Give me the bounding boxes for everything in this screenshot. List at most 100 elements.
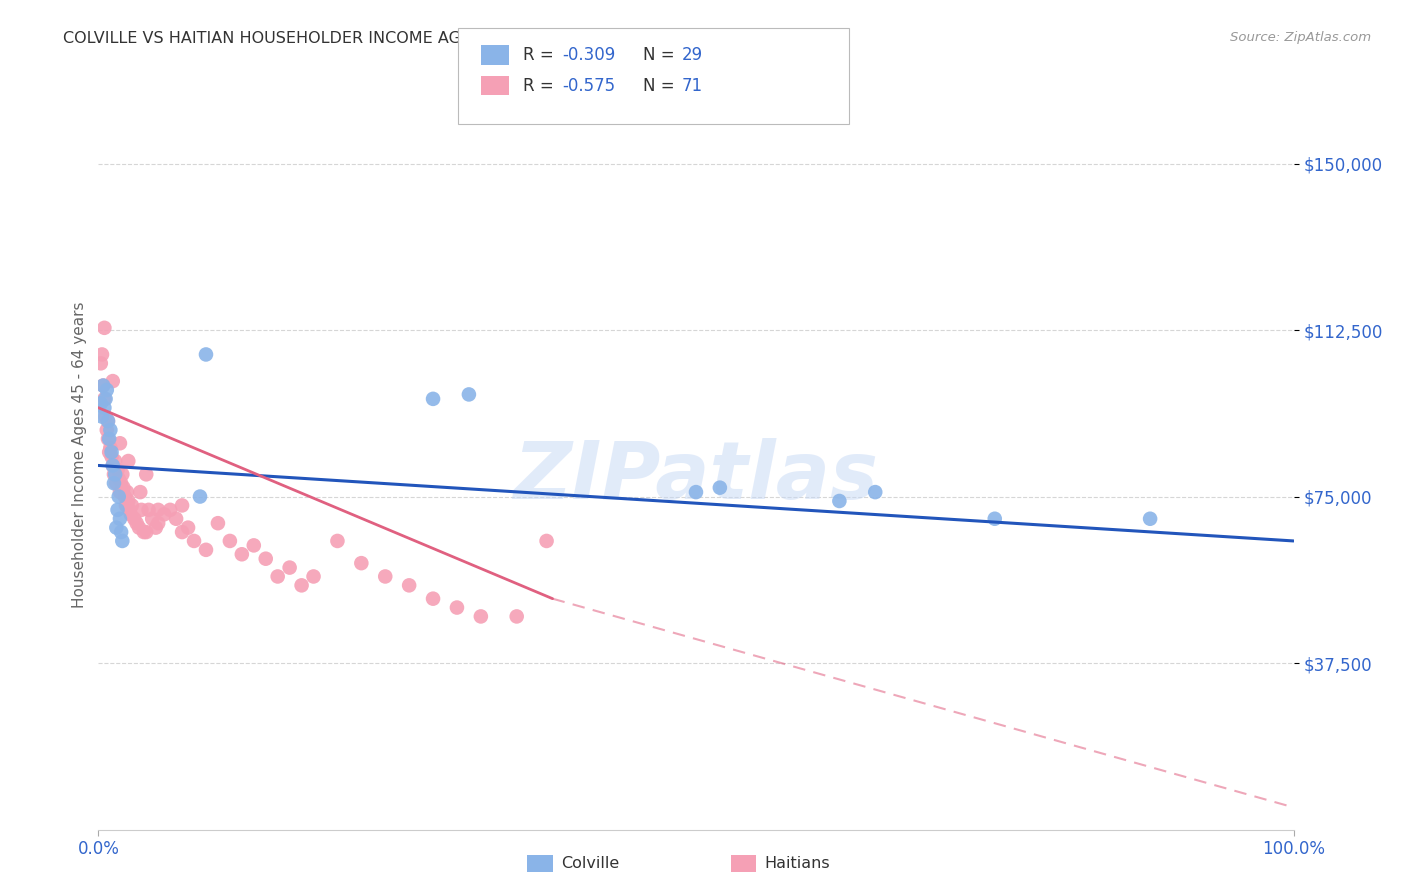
Point — [97, 432, 120, 446]
Point — [105, 521, 128, 535]
Point — [100, 445, 122, 459]
Point — [536, 533, 558, 548]
Point — [117, 494, 139, 508]
Point — [254, 551, 277, 566]
Point — [195, 542, 218, 557]
Point — [111, 533, 134, 548]
Point — [90, 356, 112, 370]
Point — [110, 476, 132, 491]
Point — [124, 512, 146, 526]
Point — [148, 516, 170, 531]
Point — [278, 560, 301, 574]
Text: Haitians: Haitians — [765, 856, 831, 871]
Point — [709, 481, 731, 495]
Point — [115, 485, 138, 500]
Text: Colville: Colville — [561, 856, 619, 871]
Point — [97, 414, 120, 428]
Point — [112, 481, 135, 495]
Point — [984, 512, 1007, 526]
Point — [111, 467, 134, 482]
Point — [107, 503, 129, 517]
Point — [108, 485, 131, 500]
Point — [108, 436, 131, 450]
Text: COLVILLE VS HAITIAN HOUSEHOLDER INCOME AGES 45 - 64 YEARS CORRELATION CHART: COLVILLE VS HAITIAN HOUSEHOLDER INCOME A… — [63, 31, 779, 46]
Point — [207, 516, 229, 531]
Point — [100, 450, 122, 464]
Point — [145, 521, 167, 535]
Point — [101, 458, 124, 473]
Point — [108, 512, 131, 526]
Point — [110, 524, 132, 539]
Point — [159, 503, 181, 517]
Point — [132, 524, 155, 539]
Point — [183, 533, 205, 548]
Point — [90, 396, 112, 410]
Point — [685, 485, 707, 500]
Point — [267, 569, 290, 583]
Point — [195, 347, 218, 361]
Point — [131, 503, 153, 517]
Point — [93, 392, 115, 406]
Point — [135, 524, 157, 539]
Point — [153, 508, 176, 522]
Point — [422, 392, 444, 406]
Point — [172, 499, 194, 513]
Text: Source: ZipAtlas.com: Source: ZipAtlas.com — [1230, 31, 1371, 45]
Point — [91, 378, 114, 392]
Point — [94, 409, 117, 424]
Point — [374, 569, 396, 583]
Point — [101, 458, 124, 473]
Text: -0.309: -0.309 — [562, 46, 616, 64]
Point — [94, 392, 117, 406]
Point — [96, 383, 118, 397]
Point — [91, 378, 114, 392]
Point — [138, 503, 160, 517]
Point — [350, 556, 373, 570]
Point — [103, 467, 125, 482]
Point — [231, 547, 253, 561]
Point — [141, 512, 163, 526]
Point — [129, 485, 152, 500]
Text: 29: 29 — [682, 46, 703, 64]
Text: R =: R = — [523, 77, 560, 95]
Point — [165, 512, 187, 526]
Point — [125, 516, 148, 531]
Point — [107, 472, 129, 486]
Point — [105, 476, 128, 491]
Text: 71: 71 — [682, 77, 703, 95]
Point — [1139, 512, 1161, 526]
Point — [128, 521, 150, 535]
Point — [93, 321, 115, 335]
Point — [93, 401, 115, 415]
Point — [188, 490, 211, 504]
Point — [101, 374, 124, 388]
Point — [326, 533, 349, 548]
Point — [177, 521, 200, 535]
Point — [422, 591, 444, 606]
Point — [115, 499, 138, 513]
Point — [98, 441, 122, 455]
Point — [446, 600, 468, 615]
Point — [291, 578, 314, 592]
Text: N =: N = — [643, 46, 679, 64]
Point — [470, 609, 492, 624]
Point — [103, 476, 125, 491]
Point — [98, 423, 122, 437]
Text: N =: N = — [643, 77, 679, 95]
Point — [117, 454, 139, 468]
Point — [97, 414, 120, 428]
Point — [98, 445, 121, 459]
Point — [828, 494, 851, 508]
Point — [96, 423, 118, 437]
Y-axis label: Householder Income Ages 45 - 64 years: Householder Income Ages 45 - 64 years — [72, 301, 87, 608]
Text: -0.575: -0.575 — [562, 77, 616, 95]
Point — [104, 467, 127, 482]
Point — [398, 578, 420, 592]
Point — [121, 499, 143, 513]
Point — [219, 533, 242, 548]
Point — [148, 503, 170, 517]
Point — [91, 347, 114, 361]
Point — [172, 524, 194, 539]
Point — [243, 538, 266, 552]
Point — [135, 467, 157, 482]
